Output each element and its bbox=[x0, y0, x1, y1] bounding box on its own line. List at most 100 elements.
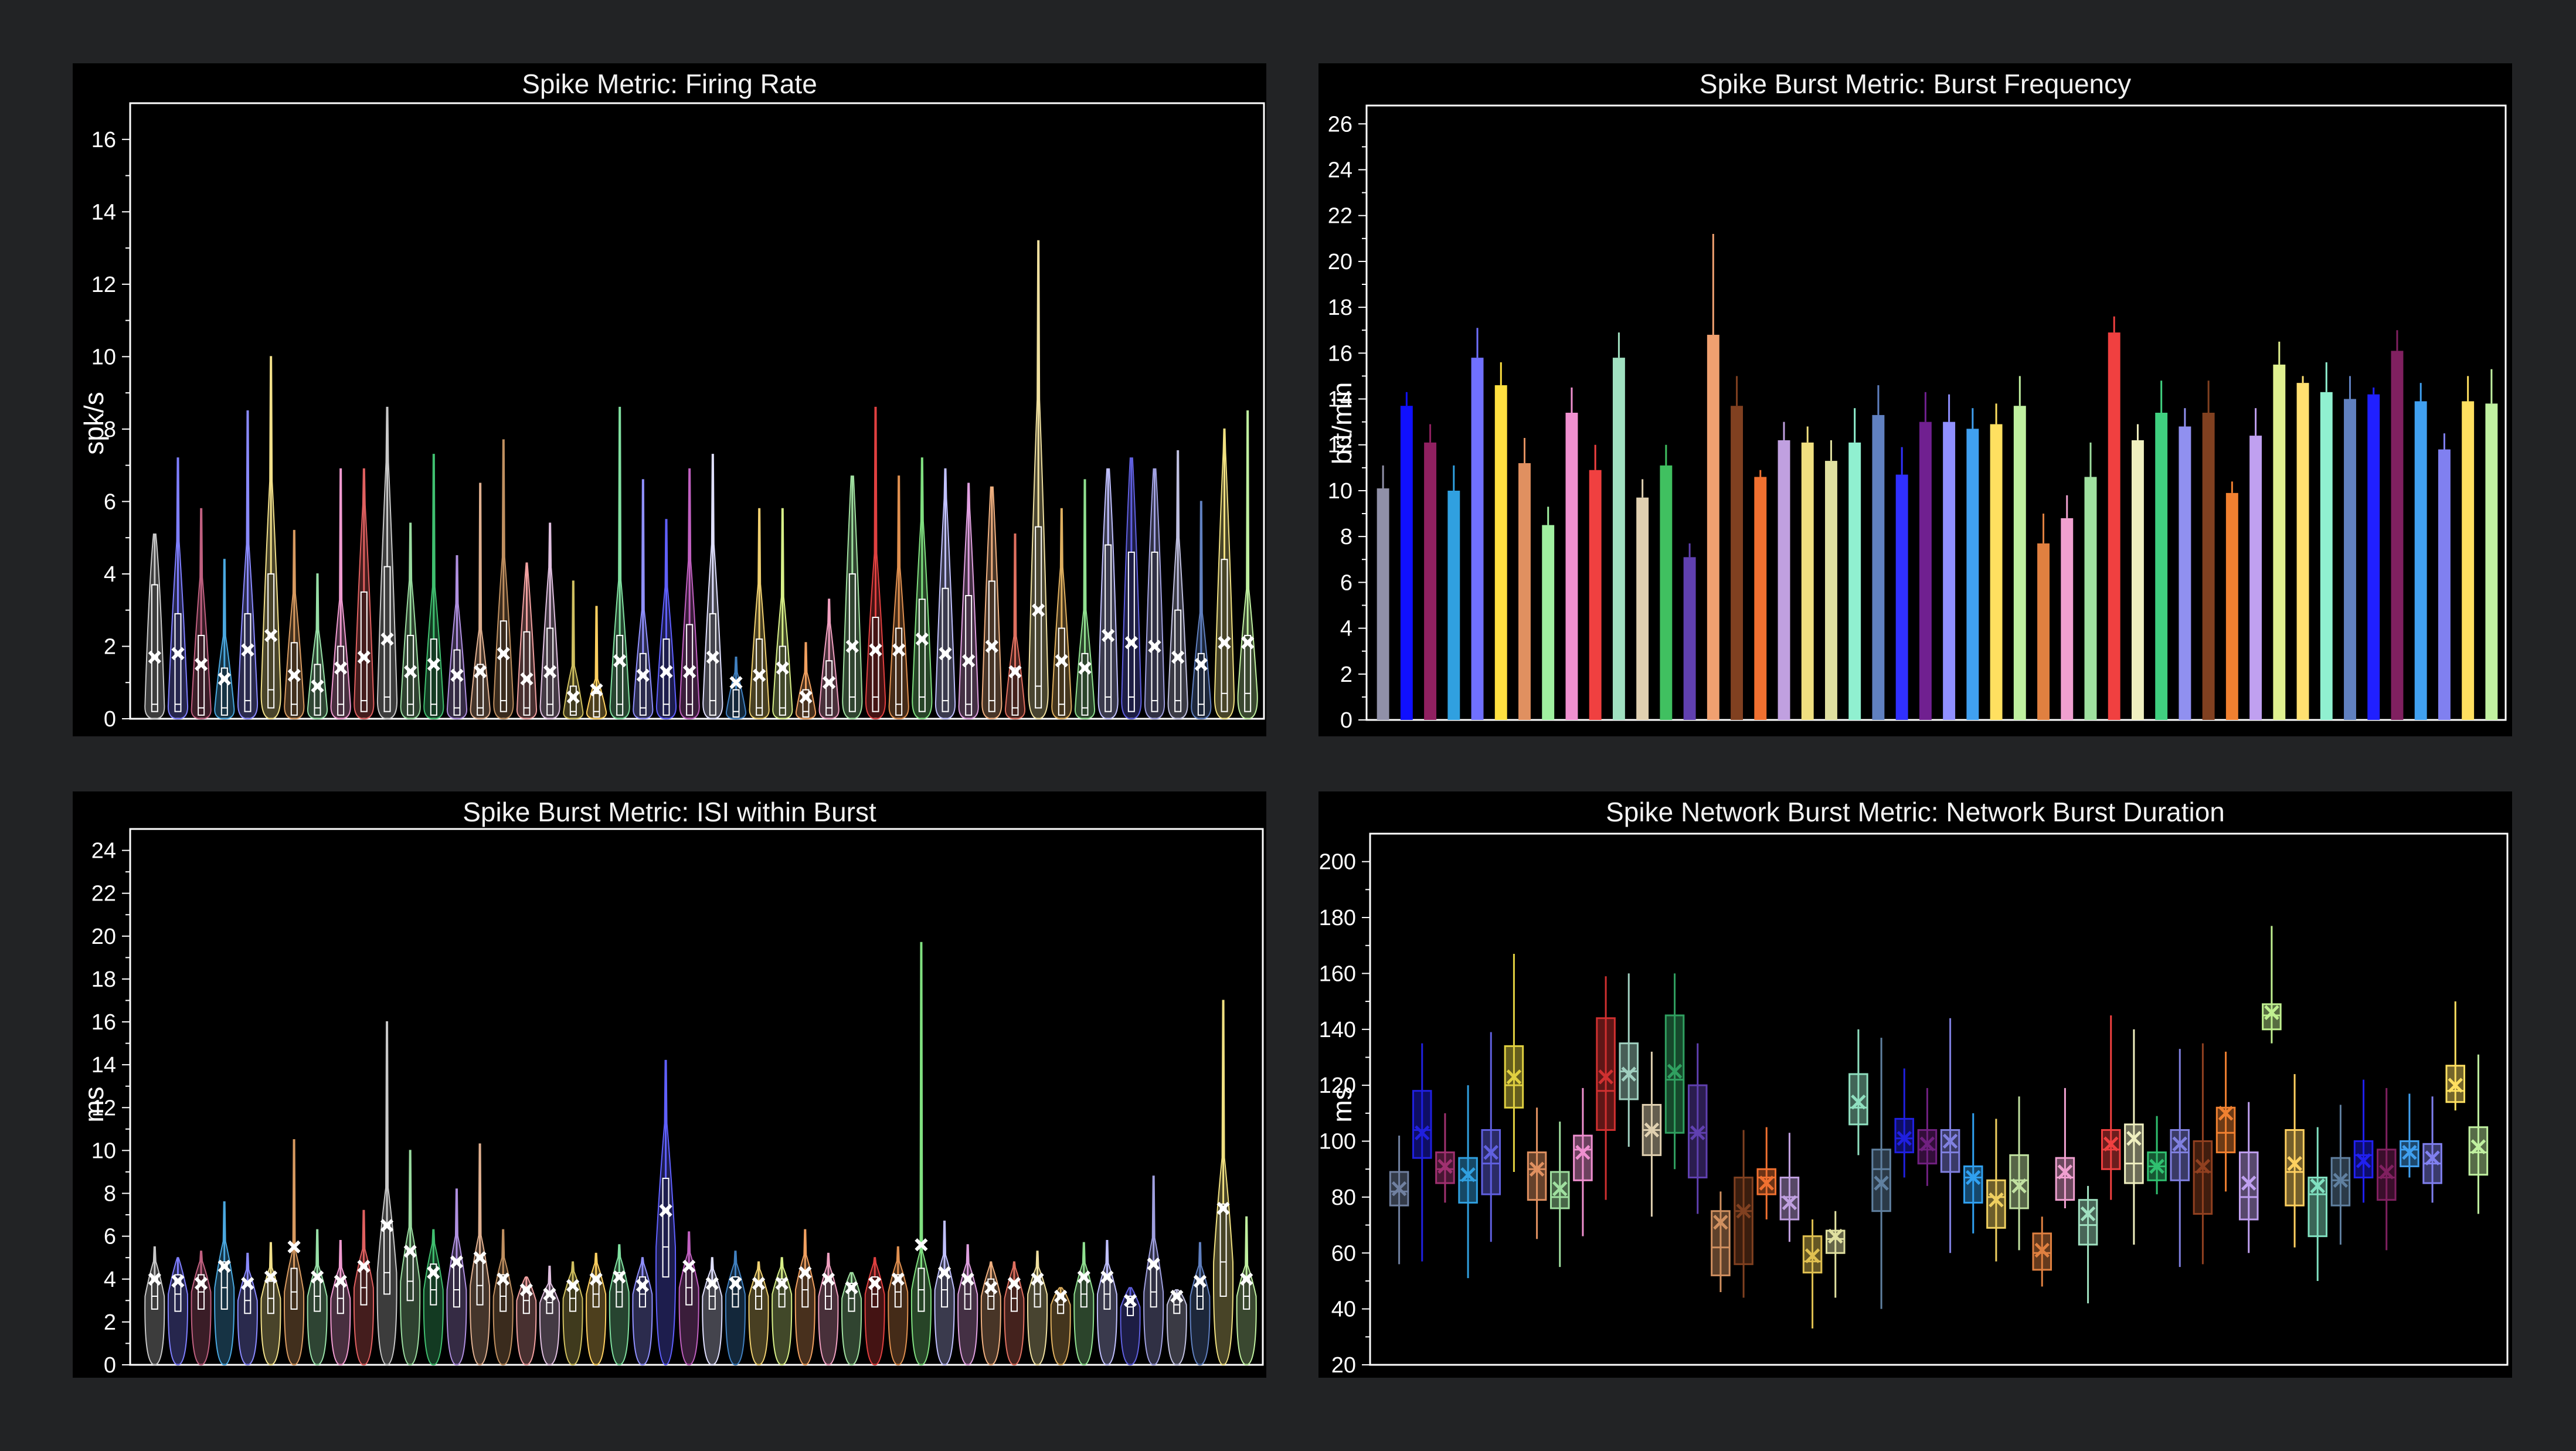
violin-series bbox=[1004, 1261, 1025, 1366]
violin-series bbox=[957, 1244, 978, 1366]
box-iqr bbox=[1894, 1117, 1915, 1154]
violin-iqr-box bbox=[499, 620, 507, 712]
bar-series bbox=[1754, 470, 1767, 720]
box-series bbox=[1619, 973, 1639, 1147]
y-tick-label: 200 bbox=[1319, 850, 1356, 875]
y-tick-label: 0 bbox=[1340, 708, 1352, 733]
bar bbox=[2344, 399, 2356, 720]
violin-series bbox=[330, 468, 351, 720]
violin-mean-marker bbox=[798, 1266, 812, 1279]
violin-series bbox=[307, 573, 328, 720]
bar-series bbox=[2179, 408, 2191, 720]
violin-series bbox=[493, 439, 514, 720]
box-mean-marker bbox=[2149, 1158, 2164, 1174]
bar bbox=[1424, 442, 1437, 720]
box-series bbox=[2009, 1096, 2029, 1250]
violin-series bbox=[888, 475, 909, 720]
box-series bbox=[2330, 1105, 2351, 1245]
bar-series bbox=[2225, 481, 2238, 720]
violin-mean-marker bbox=[1123, 1294, 1137, 1307]
violin-body bbox=[609, 1244, 630, 1366]
bar bbox=[1895, 474, 1908, 720]
violin-series bbox=[1166, 1289, 1187, 1366]
box-series bbox=[1527, 1107, 1547, 1239]
bar bbox=[1731, 406, 1744, 720]
violin-iqr-box bbox=[894, 1274, 902, 1308]
violin-mean-marker bbox=[241, 643, 254, 657]
violin-body bbox=[842, 475, 863, 720]
box-series bbox=[1963, 1113, 1983, 1233]
box-series bbox=[2101, 1015, 2121, 1200]
violin-series bbox=[260, 1242, 281, 1366]
box-series bbox=[2238, 1102, 2259, 1253]
bar-series bbox=[1494, 362, 1507, 720]
bar-series bbox=[1636, 479, 1649, 720]
network-burst-duration-chart: 20 40 60 80 100 120 140 160 180 200 ms bbox=[1319, 832, 2509, 1378]
violin-mean-marker bbox=[380, 632, 394, 646]
violin-series bbox=[539, 522, 560, 720]
violin-body bbox=[980, 1261, 1001, 1366]
violin-body bbox=[1121, 457, 1142, 720]
violin-body bbox=[237, 1252, 258, 1366]
bar-series bbox=[1424, 424, 1437, 720]
violin-series bbox=[400, 1150, 421, 1366]
violin-mean-marker bbox=[148, 1272, 161, 1286]
violin-series bbox=[632, 1257, 653, 1366]
violin-iqr-box bbox=[499, 1274, 507, 1312]
box-mean-marker bbox=[1483, 1144, 1499, 1160]
violin-mean-marker bbox=[659, 1204, 672, 1217]
violin-series bbox=[283, 1139, 305, 1366]
violin-mean-marker bbox=[821, 1272, 835, 1286]
bar-series bbox=[2414, 383, 2427, 720]
y-tick-label: 14 bbox=[91, 200, 116, 225]
violin-series bbox=[1214, 428, 1235, 720]
violin-body bbox=[957, 1244, 978, 1366]
bar bbox=[1447, 490, 1460, 720]
violin-iqr-box bbox=[593, 692, 600, 718]
box-mean-marker bbox=[2333, 1173, 2349, 1188]
box-series bbox=[1573, 1088, 1593, 1236]
network-burst-duration-panel: Spike Network Burst Metric: Network Burs… bbox=[1318, 791, 2512, 1378]
violin-series bbox=[167, 1257, 189, 1366]
bar-series bbox=[1943, 394, 1956, 720]
violin-series bbox=[609, 1244, 630, 1366]
box-mean-marker bbox=[1782, 1195, 1797, 1211]
violin-series bbox=[934, 468, 956, 720]
bar-series bbox=[2367, 387, 2380, 720]
violin-iqr-box bbox=[732, 689, 740, 718]
violin-mean-marker bbox=[1171, 650, 1185, 664]
violin-mean-marker bbox=[1216, 1201, 1230, 1215]
violin-mean-marker bbox=[1170, 1289, 1184, 1303]
violin-body bbox=[702, 1257, 723, 1366]
box-mean-marker bbox=[1391, 1181, 1407, 1197]
violin-mean-marker bbox=[1008, 665, 1022, 678]
y-tick-label: 8 bbox=[104, 417, 116, 442]
box-series bbox=[2468, 1054, 2489, 1214]
violin-series bbox=[725, 1250, 746, 1366]
violin-mean-marker bbox=[473, 1251, 487, 1265]
box-mean-marker bbox=[2195, 1158, 2211, 1174]
violin-series bbox=[865, 406, 886, 720]
violin-iqr-box bbox=[267, 1280, 274, 1314]
violin-iqr-box bbox=[872, 617, 879, 712]
bar-series bbox=[2438, 433, 2451, 720]
violin-iqr-box bbox=[662, 1177, 670, 1278]
bar bbox=[1660, 465, 1673, 720]
violin-series bbox=[1144, 468, 1165, 720]
bar bbox=[1494, 385, 1507, 720]
violin-series bbox=[794, 1229, 815, 1366]
bar-series bbox=[1377, 465, 1389, 720]
violin-body bbox=[1027, 1250, 1048, 1366]
bar bbox=[1683, 557, 1696, 720]
violin-series bbox=[772, 508, 793, 720]
plot-frame bbox=[129, 828, 1264, 1366]
box-iqr bbox=[1481, 1129, 1501, 1195]
y-tick-label: 60 bbox=[1331, 1241, 1356, 1266]
violin-mean-marker bbox=[1124, 636, 1138, 650]
violin-mean-marker bbox=[868, 1276, 882, 1290]
bar bbox=[1778, 440, 1790, 720]
bar bbox=[1754, 477, 1767, 720]
violin-mean-marker bbox=[891, 1272, 905, 1286]
violin-mean-marker bbox=[1194, 658, 1208, 671]
